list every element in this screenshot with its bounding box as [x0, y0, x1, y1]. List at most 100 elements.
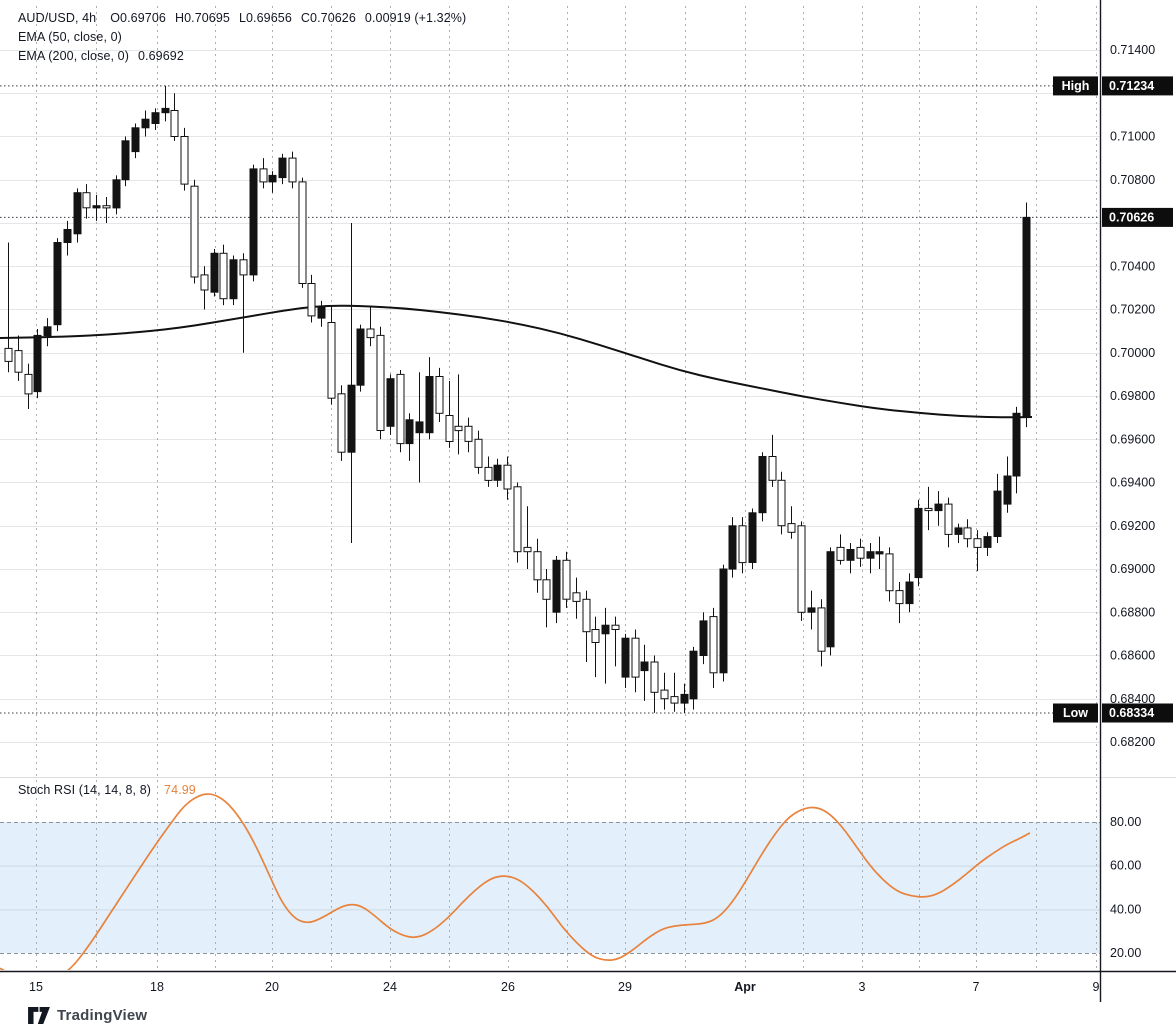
candle: [650, 655, 659, 713]
candle: [405, 413, 414, 461]
candle: [914, 499, 923, 587]
symbol-header-row[interactable]: AUD/USD, 4h O0.69706 H0.70695 L0.69656 C0.70…: [18, 11, 475, 25]
high-price-badge: 0.71234: [1102, 76, 1173, 96]
tradingview-brand-text: TradingView: [57, 1007, 148, 1024]
candle: [317, 300, 326, 327]
price-tick-label: 0.69000: [1110, 562, 1155, 576]
candle: [954, 523, 963, 544]
candle: [875, 536, 884, 569]
candle: [562, 551, 571, 608]
candle: [748, 508, 757, 569]
candle: [474, 430, 483, 474]
stoch-rsi-indicator-row[interactable]: Stoch RSI (14, 14, 8, 8) 74.99: [18, 783, 205, 797]
candle: [817, 599, 826, 667]
price-tick-label: 0.68600: [1110, 649, 1155, 663]
candle: [944, 497, 953, 548]
time-axis[interactable]: 15 18 20 24 26 29 Apr 3 7 9: [29, 980, 1099, 994]
price-tick-label: 0.69800: [1110, 389, 1155, 403]
candle: [327, 305, 336, 405]
candle: [924, 486, 933, 531]
time-tick-label: 7: [973, 980, 980, 994]
price-tick-label: 0.69600: [1110, 432, 1155, 446]
time-tick-label: 15: [29, 980, 43, 994]
stoch-tick-label: 80.00: [1110, 815, 1141, 829]
candle: [572, 577, 581, 619]
price-tick-label: 0.70200: [1110, 303, 1155, 317]
candle: [601, 607, 610, 684]
time-tick-label: Apr: [734, 980, 756, 994]
candle: [82, 184, 91, 219]
symbol-title[interactable]: AUD/USD, 4h: [18, 11, 97, 25]
svg-text:0.71234: 0.71234: [1109, 79, 1154, 93]
candle: [4, 242, 13, 373]
candle: [92, 194, 101, 221]
tradingview-attribution[interactable]: TradingView: [28, 1007, 147, 1024]
stoch-tick-label: 20.00: [1110, 946, 1141, 960]
candle: [288, 151, 297, 189]
svg-text:Low: Low: [1063, 706, 1088, 720]
ohlc-open: O0.69706: [110, 11, 166, 25]
candle: [611, 616, 620, 667]
candle: [307, 274, 316, 323]
candle: [102, 197, 111, 223]
candle: [680, 683, 689, 714]
candle: [396, 370, 405, 453]
svg-text:0.70626: 0.70626: [1109, 210, 1154, 224]
candle: [728, 517, 737, 578]
candle: [337, 385, 346, 461]
stoch-rsi-value: 74.99: [164, 783, 196, 797]
candle: [24, 363, 33, 409]
candle: [43, 318, 52, 347]
ema50-indicator-row[interactable]: EMA (50, close, 0): [18, 30, 131, 44]
candle: [582, 590, 591, 662]
candle: [63, 220, 72, 256]
price-tick-label: 0.71400: [1110, 43, 1155, 57]
candle: [268, 171, 277, 193]
ema200-indicator-row[interactable]: EMA (200, close, 0) 0.69692: [18, 49, 193, 63]
candle: [836, 534, 845, 565]
candle: [200, 266, 209, 310]
candle: [1022, 202, 1031, 428]
candle: [33, 328, 42, 399]
candle: [249, 164, 258, 282]
candle: [14, 335, 23, 381]
ohlc-close: C0.70626: [300, 11, 356, 25]
price-axis[interactable]: 0.71400 0.71000 0.70800 0.70400 0.70200 0.700…: [1110, 43, 1155, 960]
candle: [53, 238, 62, 332]
ohlc-low: L0.69656: [238, 11, 292, 25]
candle: [660, 672, 669, 710]
candlestick-series: [4, 85, 1031, 714]
candle: [131, 123, 140, 159]
candle: [415, 372, 424, 483]
candle: [278, 153, 287, 185]
candle: [435, 367, 444, 422]
price-tick-label: 0.70800: [1110, 173, 1155, 187]
candle: [112, 175, 121, 215]
last-price-badge: 0.70626: [1102, 207, 1173, 227]
candle: [777, 471, 786, 535]
time-tick-label: 18: [150, 980, 164, 994]
candle: [366, 307, 375, 347]
ema50-label: EMA (50, close, 0): [18, 30, 122, 44]
candle: [454, 374, 463, 455]
candle: [631, 629, 640, 693]
candle: [738, 517, 747, 574]
candle: [768, 434, 777, 487]
time-gridlines: [36, 6, 1097, 971]
price-tick-label: 0.69400: [1110, 476, 1155, 490]
candle: [709, 607, 718, 688]
candle: [73, 188, 82, 243]
time-tick-label: 9: [1093, 980, 1100, 994]
price-gridlines: [0, 50, 1100, 743]
price-tick-label: 0.68200: [1110, 735, 1155, 749]
candle: [699, 612, 708, 665]
candle: [229, 255, 238, 306]
candle: [298, 177, 307, 288]
candle: [445, 380, 454, 448]
ohlc-high: H0.70695: [174, 11, 230, 25]
candle: [356, 324, 365, 392]
candle: [141, 110, 150, 137]
candle: [513, 482, 522, 563]
